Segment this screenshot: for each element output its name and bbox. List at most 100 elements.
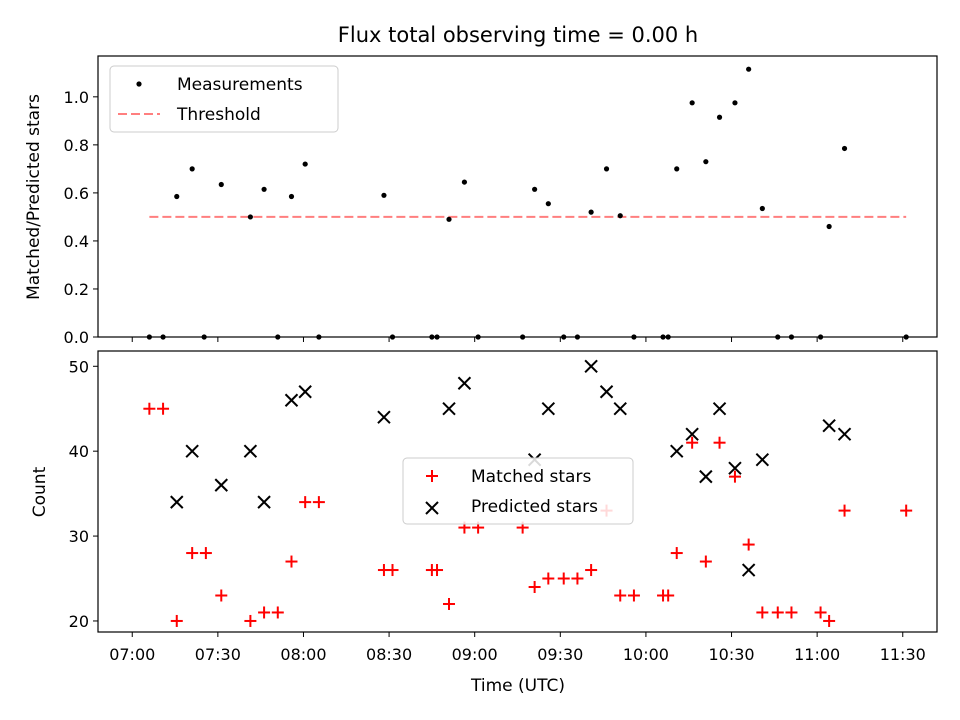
predicted-star-point	[685, 427, 699, 441]
bottom-xtick-label: 10:30	[708, 645, 754, 664]
matched-star-point	[258, 606, 271, 619]
measurement-point	[826, 223, 832, 230]
predicted-star-point	[214, 478, 228, 492]
predicted-star-point	[170, 495, 184, 509]
measurement-point	[841, 145, 848, 152]
legend-threshold-label: Threshold	[176, 105, 261, 125]
bottom-xtick-label: 09:30	[537, 645, 583, 664]
measurement-point	[302, 161, 308, 167]
matched-star-point	[742, 538, 755, 551]
matched-star-point	[215, 589, 228, 602]
bottom-xtick-label: 10:00	[623, 645, 669, 664]
matched-star-point	[728, 470, 741, 483]
matched-star-point	[823, 614, 836, 627]
measurement-point	[461, 179, 468, 185]
predicted-star-point	[712, 402, 727, 416]
measurement-point	[247, 214, 253, 220]
bottom-xtick-label: 09:00	[452, 645, 498, 664]
bottom-xlabel: Time (UTC)	[470, 676, 565, 696]
top-legend: Measurements Threshold	[109, 65, 339, 133]
matched-star-point	[285, 555, 298, 568]
matched-star-point	[614, 589, 627, 602]
measurement-point	[174, 193, 180, 200]
matched-star-point	[814, 606, 827, 619]
top-ytick-label: 0.8	[64, 136, 89, 155]
predicted-star-point	[755, 452, 770, 467]
predicted-star-point	[298, 385, 312, 399]
bottom-xtick-label: 11:00	[794, 645, 840, 664]
matched-star-point	[627, 589, 640, 602]
matched-star-point	[557, 572, 570, 585]
bottom-ytick-label: 20	[69, 612, 89, 631]
matched-star-point	[585, 564, 598, 577]
bottom-ytick-label: 50	[69, 357, 89, 376]
matched-star-point	[528, 581, 541, 594]
predicted-star-point	[442, 402, 456, 416]
matched-star-point	[838, 504, 851, 517]
bottom-xtick-label: 11:30	[880, 645, 926, 664]
predicted-star-point	[728, 461, 742, 475]
top-legend-box	[109, 65, 339, 133]
bottom-xtick-label: 08:30	[366, 645, 412, 664]
matched-star-point	[571, 572, 584, 585]
matched-star-point	[699, 555, 712, 568]
measurement-point	[732, 100, 738, 106]
measurement-point	[588, 209, 594, 215]
top-ytick-label: 0.0	[64, 328, 89, 347]
legend-predicted-label: Predicted stars	[471, 497, 598, 517]
matched-star-point	[143, 402, 156, 415]
matched-star-point	[443, 597, 456, 610]
bottom-legend: Matched stars Predicted stars	[402, 457, 634, 525]
matched-star-point	[312, 496, 325, 509]
measurement-point	[617, 213, 623, 219]
matched-star-point	[271, 606, 284, 619]
measurement-point	[689, 100, 695, 106]
chart-title: Flux total observing time = 0.00 h	[338, 23, 698, 47]
matched-star-point	[756, 606, 769, 619]
predicted-star-point	[670, 444, 684, 458]
predicted-star-point	[185, 444, 199, 458]
matched-star-point	[542, 572, 555, 585]
predicted-star-point	[699, 469, 713, 484]
bottom-legend-box	[402, 457, 634, 525]
bottom-xtick-label: 08:00	[280, 645, 326, 664]
top-ytick-label: 1.0	[64, 88, 89, 107]
predicted-star-point	[584, 359, 598, 373]
predicted-star-point	[822, 418, 836, 433]
matched-star-point	[386, 564, 399, 577]
matched-star-point	[431, 564, 444, 577]
legend-measurements-marker	[136, 81, 142, 87]
measurement-point	[218, 181, 224, 188]
matched-star-point	[157, 402, 170, 415]
matched-star-point	[299, 496, 312, 509]
matched-star-point	[186, 547, 199, 560]
bottom-xtick-label: 07:30	[195, 645, 241, 664]
matched-star-point	[713, 436, 726, 449]
matched-star-point	[662, 589, 675, 602]
matched-star-point	[900, 504, 913, 517]
predicted-star-point	[541, 402, 556, 416]
matched-star-point	[785, 606, 798, 619]
matched-star-point	[170, 614, 183, 627]
top-ytick-label: 0.6	[64, 184, 89, 203]
legend-predicted-marker	[425, 501, 439, 515]
measurement-point	[716, 114, 723, 120]
bottom-plot-frame	[97, 350, 938, 633]
predicted-star-point	[377, 410, 391, 424]
matched-star-point	[686, 436, 699, 449]
measurement-point	[674, 166, 680, 172]
legend-matched-marker	[426, 470, 438, 482]
measurement-point	[189, 166, 195, 172]
bottom-ytick-label: 30	[69, 527, 89, 546]
measurement-point	[545, 201, 551, 207]
predicted-star-point	[837, 427, 852, 441]
matched-star-point	[199, 547, 212, 560]
predicted-star-point	[599, 385, 614, 399]
top-plot-frame	[97, 55, 938, 338]
predicted-star-point	[243, 444, 258, 458]
legend-measurements-label: Measurements	[177, 75, 303, 95]
measurement-point	[446, 216, 452, 222]
bottom-ylabel: Count	[30, 466, 50, 517]
top-ytick-label: 0.4	[64, 232, 89, 251]
top-ytick-label: 0.2	[64, 280, 89, 299]
